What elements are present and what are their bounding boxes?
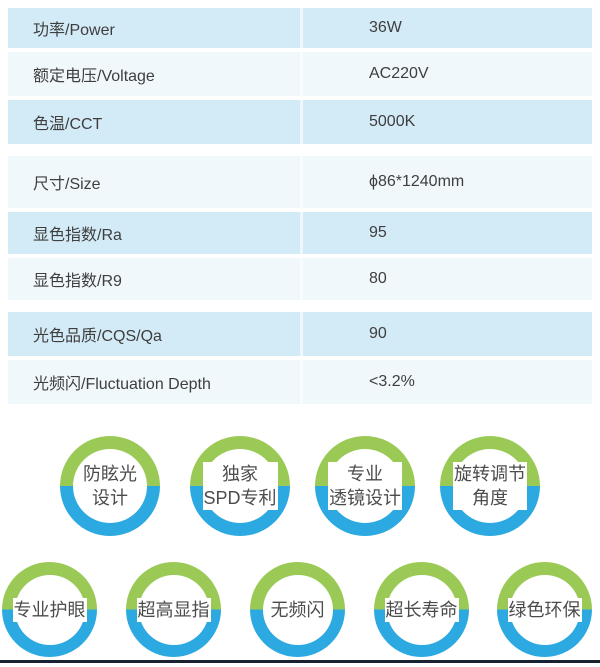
badge-no-flicker: 无频闪 <box>250 562 345 657</box>
spec-label-cqs: 光色品质/CQS/Qa <box>33 328 162 345</box>
spec-row-voltage: 额定电压/Voltage AC220V <box>8 52 592 96</box>
spec-row-ra: 显色指数/Ra 95 <box>8 212 592 254</box>
badge-text: 专业护眼 <box>12 597 87 622</box>
badge-inner: 超长寿命 <box>384 574 459 645</box>
spec-value-ra: 95 <box>369 224 387 241</box>
spec-row-cqs: 光色品质/CQS/Qa 90 <box>8 312 592 356</box>
spec-value-r9: 80 <box>369 270 387 287</box>
spec-value-power: 36W <box>369 19 402 36</box>
badge-inner: 旋转调节 角度 <box>453 449 527 523</box>
feature-badges: 防眩光 设计 独家 SPD专利 专业 透镜设计 <box>0 408 600 667</box>
spec-row-power: 功率/Power 36W <box>8 8 592 48</box>
column-divider <box>300 258 303 300</box>
spec-row-flicker: 光频闪/Fluctuation Depth <3.2% <box>8 360 592 404</box>
column-divider <box>300 360 303 404</box>
column-divider <box>300 156 303 208</box>
badge-text: 旋转调节 角度 <box>453 462 527 510</box>
badge-text: 超高显指 <box>136 597 211 622</box>
spec-value-size: ϕ86*1240mm <box>369 173 465 190</box>
spec-row-size: 尺寸/Size ϕ86*1240mm <box>8 156 592 208</box>
spec-label-power: 功率/Power <box>33 22 115 39</box>
badge-eye-protection: 专业护眼 <box>2 562 97 657</box>
badge-text: 专业 透镜设计 <box>328 462 402 510</box>
spec-label-r9: 显色指数/R9 <box>33 273 122 290</box>
badge-inner: 独家 SPD专利 <box>202 449 278 523</box>
badge-inner: 无频闪 <box>262 574 333 645</box>
badge-eco-friendly: 绿色环保 <box>497 562 592 657</box>
spec-value-voltage: AC220V <box>369 65 429 82</box>
badge-inner: 专业 透镜设计 <box>328 449 402 523</box>
spec-label-ra: 显色指数/Ra <box>33 227 122 244</box>
column-divider <box>300 8 303 48</box>
badge-long-life: 超长寿命 <box>374 562 469 657</box>
footer-bar <box>0 660 600 663</box>
column-divider <box>300 212 303 254</box>
spec-value-cqs: 90 <box>369 325 387 342</box>
badge-inner: 超高显指 <box>136 574 211 645</box>
badge-text: 超长寿命 <box>384 597 459 622</box>
badge-high-cri: 超高显指 <box>126 562 221 657</box>
badge-rotate-adjust: 旋转调节 角度 <box>440 436 540 536</box>
column-divider <box>300 52 303 96</box>
badge-lens-design: 专业 透镜设计 <box>315 436 415 536</box>
badge-text: 绿色环保 <box>507 597 582 622</box>
badge-anti-glare: 防眩光 设计 <box>60 436 160 536</box>
badge-text: 独家 SPD专利 <box>202 462 278 510</box>
badge-inner: 绿色环保 <box>507 574 582 645</box>
spec-label-flicker: 光频闪/Fluctuation Depth <box>33 376 211 393</box>
badge-inner: 防眩光 设计 <box>73 449 147 523</box>
badge-text: 无频闪 <box>269 597 326 622</box>
column-divider <box>300 100 303 144</box>
spec-value-flicker: <3.2% <box>369 373 415 390</box>
spec-label-voltage: 额定电压/Voltage <box>33 68 155 85</box>
badge-inner: 专业护眼 <box>12 574 87 645</box>
spec-value-cct: 5000K <box>369 113 416 130</box>
spec-row-cct: 色温/CCT 5000K <box>8 100 592 144</box>
column-divider <box>300 312 303 356</box>
spec-row-r9: 显色指数/R9 80 <box>8 258 592 300</box>
spec-table: 功率/Power 36W 额定电压/Voltage AC220V 色温/CCT … <box>8 8 592 404</box>
badge-text: 防眩光 设计 <box>82 462 138 510</box>
spec-label-cct: 色温/CCT <box>33 116 103 133</box>
badge-spd-patent: 独家 SPD专利 <box>190 436 290 536</box>
spec-label-size: 尺寸/Size <box>33 176 101 193</box>
